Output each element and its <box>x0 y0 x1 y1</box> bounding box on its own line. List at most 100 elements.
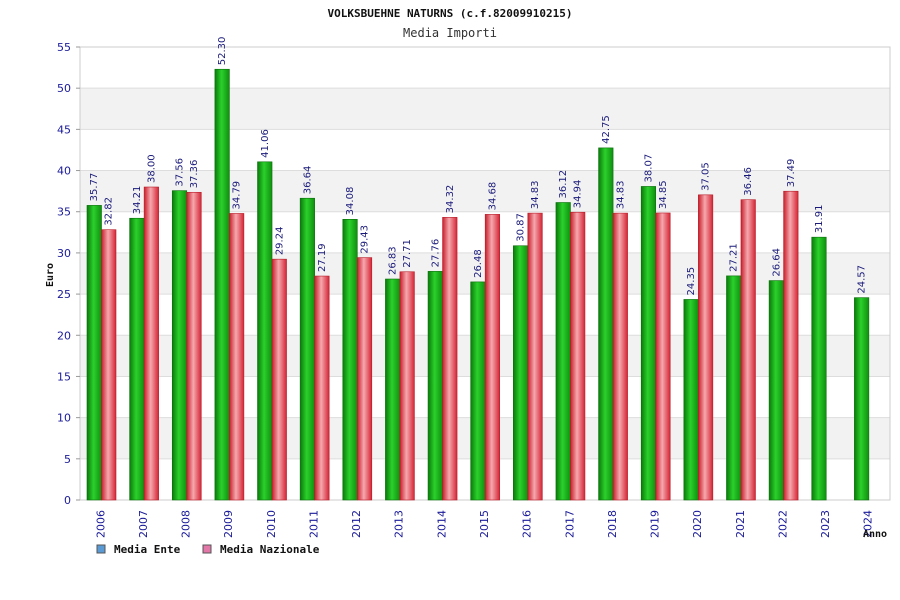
grid-band <box>80 88 890 130</box>
bar-media-nazionale-2012 <box>356 257 373 501</box>
bar-media-nazionale-2009 <box>229 213 245 501</box>
data-label-media-nazionale-2015: 34.68 <box>487 182 498 211</box>
bar-media-ente-2021 <box>726 275 742 501</box>
x-axis-ticks: 2006 2007 2008 2009 2010 2011 2012 2013 2014 2015… <box>94 510 874 538</box>
x-tick-label-2012: 2012 <box>350 510 363 538</box>
y-tick-label: 45 <box>57 123 71 136</box>
y-axis-ticks: 0 5 10 15 20 25 30 35 40 45 50 55 <box>57 41 80 507</box>
data-label-media-nazionale-2014: 34.32 <box>445 185 456 214</box>
bar-media-nazionale-2014 <box>442 217 458 501</box>
x-tick-label-2011: 2011 <box>307 510 320 538</box>
bar-media-ente-2018 <box>598 147 614 501</box>
bar-media-ente-2011 <box>299 197 315 501</box>
bar-media-ente-2012 <box>342 219 358 501</box>
bar-media-ente-2023 <box>811 236 827 501</box>
bar-media-ente-2022 <box>768 280 784 501</box>
x-tick-label-2006: 2006 <box>94 510 107 538</box>
y-tick-label: 5 <box>64 453 71 466</box>
data-label-media-ente-2019: 38.07 <box>643 154 654 183</box>
bar-media-nazionale-2015 <box>484 214 500 501</box>
x-tick-label-2008: 2008 <box>180 510 193 538</box>
y-tick-label: 0 <box>64 494 71 507</box>
x-axis-title: Anno <box>863 529 887 540</box>
y-tick-label: 25 <box>57 288 71 301</box>
x-tick-label-2016: 2016 <box>521 510 534 538</box>
data-label-media-ente-2021: 27.21 <box>729 243 740 272</box>
data-label-media-ente-2013: 26.83 <box>388 246 399 275</box>
data-label-media-ente-2022: 26.64 <box>771 248 782 277</box>
legend-swatch-media-ente <box>96 544 106 554</box>
bar-media-ente-2014 <box>427 271 443 501</box>
chart-title: VOLKSBUEHNE NATURNS (c.f.82009910215) <box>327 7 572 20</box>
bar-media-nazionale-2020 <box>698 194 714 501</box>
legend-label-media-ente: Media Ente <box>114 543 181 556</box>
bar-media-nazionale-2006 <box>101 229 117 501</box>
data-label-media-ente-2015: 26.48 <box>473 249 484 278</box>
x-tick-label-2020: 2020 <box>691 510 704 538</box>
data-label-media-nazionale-2011: 27.19 <box>317 243 328 272</box>
x-tick-label-2018: 2018 <box>606 510 619 538</box>
data-label-media-nazionale-2022: 37.49 <box>786 159 797 188</box>
y-tick-label: 35 <box>57 206 71 219</box>
bar-media-nazionale-2011 <box>314 275 330 501</box>
y-tick-label: 10 <box>57 412 71 425</box>
data-label-media-nazionale-2010: 29.24 <box>274 227 285 256</box>
data-label-media-nazionale-2008: 37.36 <box>189 160 200 189</box>
legend-label-media-nazionale: Media Nazionale <box>220 543 320 556</box>
bar-media-ente-2010 <box>257 161 273 501</box>
bar-media-nazionale-2019 <box>655 212 671 501</box>
x-tick-label-2013: 2013 <box>393 510 406 538</box>
y-tick-label: 15 <box>57 370 71 383</box>
bar-media-nazionale-2016 <box>527 212 543 501</box>
data-label-media-ente-2018: 42.75 <box>601 115 612 144</box>
data-label-media-nazionale-2018: 34.83 <box>615 180 626 209</box>
data-label-media-nazionale-2020: 37.05 <box>701 162 712 191</box>
bar-media-nazionale-2010 <box>271 258 287 501</box>
data-label-media-ente-2020: 24.35 <box>686 267 697 296</box>
data-label-media-nazionale-2017: 34.94 <box>573 180 584 209</box>
bar-media-ente-2015 <box>470 281 486 501</box>
data-label-media-ente-2009: 52.30 <box>217 37 228 66</box>
y-tick-label: 40 <box>57 165 71 178</box>
data-label-media-ente-2007: 34.21 <box>132 186 143 215</box>
bar-media-ente-2008 <box>171 190 188 501</box>
data-label-media-nazionale-2016: 34.83 <box>530 180 541 209</box>
data-label-media-nazionale-2019: 34.85 <box>658 180 669 209</box>
x-tick-label-2010: 2010 <box>265 510 278 538</box>
data-label-media-nazionale-2009: 34.79 <box>232 181 243 210</box>
bar-media-ente-2006 <box>86 205 102 501</box>
data-label-media-ente-2023: 31.91 <box>814 205 825 234</box>
x-tick-label-2021: 2021 <box>734 510 747 538</box>
y-tick-label: 20 <box>57 329 71 342</box>
x-tick-label-2009: 2009 <box>222 510 235 538</box>
bar-media-ente-2016 <box>513 245 529 501</box>
data-label-media-nazionale-2012: 29.43 <box>360 225 371 254</box>
bar-media-ente-2019 <box>640 186 657 501</box>
data-label-media-ente-2016: 30.87 <box>516 213 527 242</box>
bar-media-ente-2024 <box>854 297 870 501</box>
y-axis-title: Euro <box>45 263 56 287</box>
chart-subtitle: Media Importi <box>403 26 497 40</box>
data-label-media-ente-2014: 27.76 <box>430 239 441 268</box>
bar-media-ente-2017 <box>555 202 571 501</box>
bar-media-ente-2007 <box>129 217 145 501</box>
data-label-media-nazionale-2021: 36.46 <box>743 167 754 196</box>
data-label-media-ente-2010: 41.06 <box>260 129 271 158</box>
x-tick-label-2022: 2022 <box>776 510 789 538</box>
bar-media-nazionale-2008 <box>186 191 202 501</box>
x-tick-label-2007: 2007 <box>137 510 150 538</box>
bar-media-ente-2009 <box>214 68 230 501</box>
data-label-media-ente-2017: 36.12 <box>558 170 569 199</box>
data-label-media-nazionale-2007: 38.00 <box>146 154 157 183</box>
data-label-media-ente-2012: 34.08 <box>345 187 356 216</box>
bar-media-nazionale-2013 <box>399 271 415 501</box>
x-tick-label-2017: 2017 <box>563 510 576 538</box>
bar-media-nazionale-2022 <box>783 190 799 501</box>
y-tick-label: 50 <box>57 82 71 95</box>
bar-media-nazionale-2018 <box>612 212 628 501</box>
data-label-media-ente-2011: 36.64 <box>302 166 313 195</box>
data-label-media-ente-2008: 37.56 <box>175 158 186 187</box>
data-label-media-nazionale-2013: 27.71 <box>402 239 413 268</box>
x-tick-label-2015: 2015 <box>478 510 491 538</box>
